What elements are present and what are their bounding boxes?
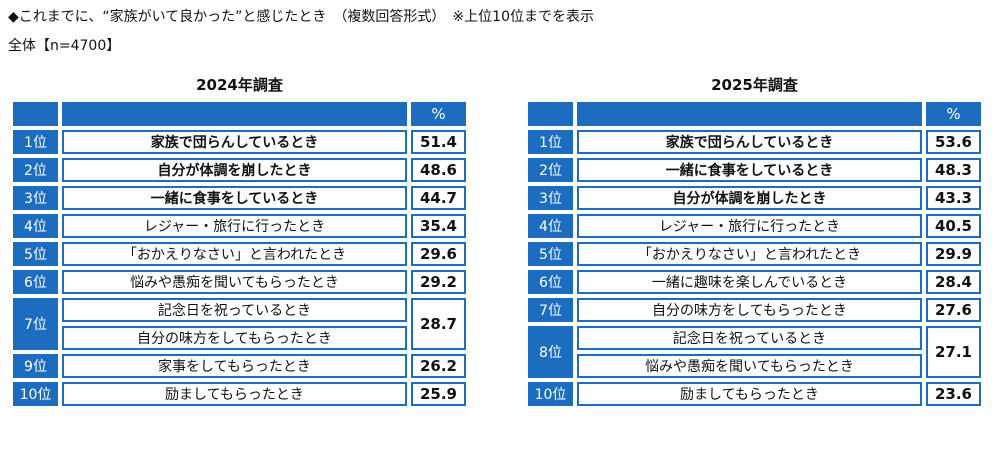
percent-value: 28.4 bbox=[926, 270, 981, 294]
percent-value: 26.2 bbox=[411, 354, 466, 378]
percent-value: 44.7 bbox=[411, 186, 466, 210]
row: 5位 「おかえりなさい」と言われたとき 29.9 bbox=[528, 242, 981, 266]
ranking-table: % 1位 家族で団らんしているとき 53.6 2位 一緒に食事をしているとき 48.3 3位自… bbox=[524, 98, 985, 410]
percent-value: 40.5 bbox=[926, 214, 981, 238]
percent-value: 35.4 bbox=[411, 214, 466, 238]
row: 3位 一緒に食事をしているとき 44.7 bbox=[13, 186, 466, 210]
percent-value: 28.7 bbox=[411, 298, 466, 350]
table-title: 2025年調査 bbox=[711, 76, 798, 94]
row: 悩みや愚痴を聞いてもらったとき bbox=[528, 354, 981, 378]
rank-cell: 8位 bbox=[528, 326, 573, 378]
percent-value: 51.4 bbox=[411, 130, 466, 154]
item-label: レジャー・旅行に行ったとき bbox=[62, 214, 407, 238]
percent-value: 29.2 bbox=[411, 270, 466, 294]
item-label: 記念日を祝っているとき bbox=[62, 298, 407, 322]
item-label: 記念日を祝っているとき bbox=[577, 326, 922, 350]
row: 1位 家族で団らんしているとき 51.4 bbox=[13, 130, 466, 154]
item-label: 一緒に食事をしているとき bbox=[62, 186, 407, 210]
percent-value: 53.6 bbox=[926, 130, 981, 154]
item-label: 励ましてもらったとき bbox=[62, 382, 407, 406]
rank-cell: 6位 bbox=[13, 270, 58, 294]
header-cell bbox=[62, 102, 407, 126]
item-label: 家事をしてもらったとき bbox=[62, 354, 407, 378]
row: 10位 励ましてもらったとき 23.6 bbox=[528, 382, 981, 406]
rank-cell: 7位 bbox=[13, 298, 58, 350]
percent-value: 29.6 bbox=[411, 242, 466, 266]
title: ◆これまでに、“家族がいて良かった”と感じたとき （複数回答形式） ※上位10位… bbox=[8, 9, 594, 25]
item-label: 家族で団らんしているとき bbox=[577, 130, 922, 154]
rank-cell: 1位 bbox=[13, 130, 58, 154]
rank-cell: 10位 bbox=[528, 382, 573, 406]
ranking-table: % 1位 家族で団らんしているとき 51.4 2位 自分が体調を崩したとき 48.6 3位 一緒… bbox=[9, 98, 470, 410]
row: 4位 レジャー・旅行に行ったとき 40.5 bbox=[528, 214, 981, 238]
rank-cell: 2位 bbox=[528, 158, 573, 182]
item-label: 「おかえりなさい」と言われたとき bbox=[62, 242, 407, 266]
percent-value: 23.6 bbox=[926, 382, 981, 406]
row: 3位 自分が体調を崩したとき 43.3 bbox=[528, 186, 981, 210]
row: 9位 家事をしてもらったとき 26.2 bbox=[13, 354, 466, 378]
row: 2位 一緒に食事をしているとき 48.3 bbox=[528, 158, 981, 182]
row: 8位 記念日を祝っているとき 27.1 bbox=[528, 326, 981, 378]
item-label: 悩みや愚痴を聞いてもらったとき bbox=[577, 354, 922, 378]
header-row: % bbox=[528, 102, 981, 126]
rank-cell: 4位 bbox=[13, 214, 58, 238]
rank-cell: 5位 bbox=[528, 242, 573, 266]
item-label: 一緒に食事をしているとき bbox=[577, 158, 922, 182]
item-label: 自分の味方をしてもらったとき bbox=[577, 298, 922, 322]
header-cell bbox=[13, 102, 58, 126]
item-label: 励ましてもらったとき bbox=[577, 382, 922, 406]
percent-value: 25.9 bbox=[411, 382, 466, 406]
item-label: 悩みや愚痴を聞いてもらったとき bbox=[62, 270, 407, 294]
row: 7位 自分の味方をしてもらったとき 27.6 bbox=[528, 298, 981, 322]
row: 4位 レジャー・旅行に行ったとき 35.4 bbox=[13, 214, 466, 238]
percent-value: 43.3 bbox=[926, 186, 981, 210]
row: 6位 一緒に趣味を楽しんでいるとき 28.4 bbox=[528, 270, 981, 294]
item-label: 自分が体調を崩したとき bbox=[62, 158, 407, 182]
row: 自分の味方をしてもらったとき bbox=[13, 326, 466, 350]
item-label: 一緒に趣味を楽しんでいるとき bbox=[577, 270, 922, 294]
rank-cell: 6位 bbox=[528, 270, 573, 294]
percent-value: 29.9 bbox=[926, 242, 981, 266]
row: 6位 悩みや愚痴を聞いてもらったとき 29.2 bbox=[13, 270, 466, 294]
rank-cell: 1位 bbox=[528, 130, 573, 154]
rank-cell: 7位 bbox=[528, 298, 573, 322]
subtitle: 全体【n=4700】 bbox=[8, 38, 121, 54]
rank-cell: 3位 bbox=[13, 186, 58, 210]
item-label: レジャー・旅行に行ったとき bbox=[577, 214, 922, 238]
percent-value: 27.1 bbox=[926, 326, 981, 378]
item-label: 自分が体調を崩したとき bbox=[577, 186, 922, 210]
header-cell: % bbox=[411, 102, 466, 126]
row: 2位 自分が体調を崩したとき 48.6 bbox=[13, 158, 466, 182]
percent-value: 27.6 bbox=[926, 298, 981, 322]
header-cell bbox=[577, 102, 922, 126]
rank-cell: 2位 bbox=[13, 158, 58, 182]
percent-value: 48.6 bbox=[411, 158, 466, 182]
row: 7位 記念日を祝っているとき 28.7 bbox=[13, 298, 466, 350]
item-label: 自分の味方をしてもらったとき bbox=[62, 326, 407, 350]
rank-cell: 10位 bbox=[13, 382, 58, 406]
percent-value: 48.3 bbox=[926, 158, 981, 182]
header-cell bbox=[528, 102, 573, 126]
item-label: 家族で団らんしているとき bbox=[62, 130, 407, 154]
rank-cell: 4位 bbox=[528, 214, 573, 238]
rank-cell: 5位 bbox=[13, 242, 58, 266]
item-label: 「おかえりなさい」と言われたとき bbox=[577, 242, 922, 266]
header-row: % bbox=[13, 102, 466, 126]
rank-cell: 3位 bbox=[528, 186, 573, 210]
rank-cell: 9位 bbox=[13, 354, 58, 378]
row: 5位 「おかえりなさい」と言われたとき 29.6 bbox=[13, 242, 466, 266]
header-cell: % bbox=[926, 102, 981, 126]
row: 10位 励ましてもらったとき 25.9 bbox=[13, 382, 466, 406]
table-title: 2024年調査 bbox=[196, 76, 283, 94]
row: 1位 家族で団らんしているとき 53.6 bbox=[528, 130, 981, 154]
